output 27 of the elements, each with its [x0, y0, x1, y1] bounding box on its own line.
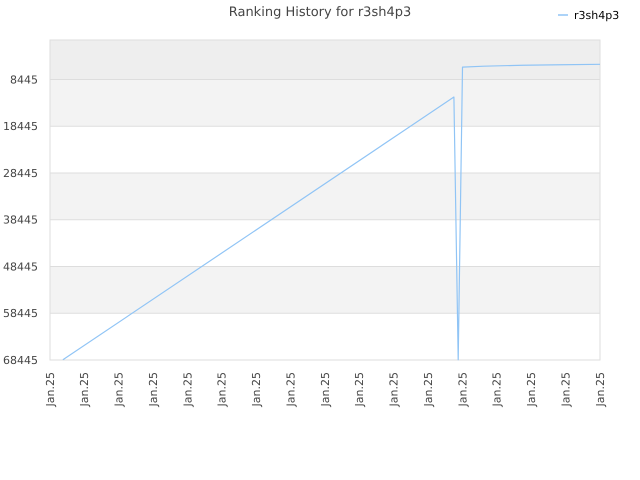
- x-tick-label: Jan.25: [318, 372, 332, 408]
- x-tick-label: Jan.25: [388, 372, 401, 408]
- y-tick-label: 28445: [3, 166, 38, 180]
- x-tick-label: Jan.25: [594, 372, 607, 408]
- y-tick-label: 68445: [3, 354, 38, 367]
- x-tick-label: Jan.25: [456, 372, 470, 408]
- x-tick-label: Jan.25: [216, 372, 229, 408]
- x-tick-label: Jan.25: [112, 372, 126, 408]
- x-tick-label: Jan.25: [78, 372, 92, 408]
- y-tick-label: 38445: [3, 214, 38, 227]
- x-tick-label: Jan.25: [284, 372, 298, 408]
- y-tick-label: 8445: [10, 73, 38, 86]
- legend-label: r3sh4p3: [574, 8, 620, 22]
- x-tick-label: Jan.25: [559, 372, 572, 408]
- chart-title: Ranking History for r3sh4p3: [228, 5, 412, 20]
- x-tick-label: Jan.25: [146, 372, 160, 408]
- line-series: [62, 64, 601, 360]
- x-tick-label: Jan.25: [44, 372, 57, 408]
- x-tick-label: Jan.25: [250, 372, 264, 408]
- y-tick-label: 18445: [3, 120, 38, 134]
- x-tick-label: Jan.25: [181, 372, 194, 408]
- x-tick-label: Jan.25: [422, 372, 435, 408]
- y-tick-label: 58445: [3, 307, 38, 320]
- x-tick-label: Jan.25: [490, 372, 504, 408]
- y-tick-label: 48445: [3, 260, 38, 274]
- x-tick-label: Jan.25: [353, 372, 366, 408]
- x-tick-label: Jan.25: [525, 372, 538, 408]
